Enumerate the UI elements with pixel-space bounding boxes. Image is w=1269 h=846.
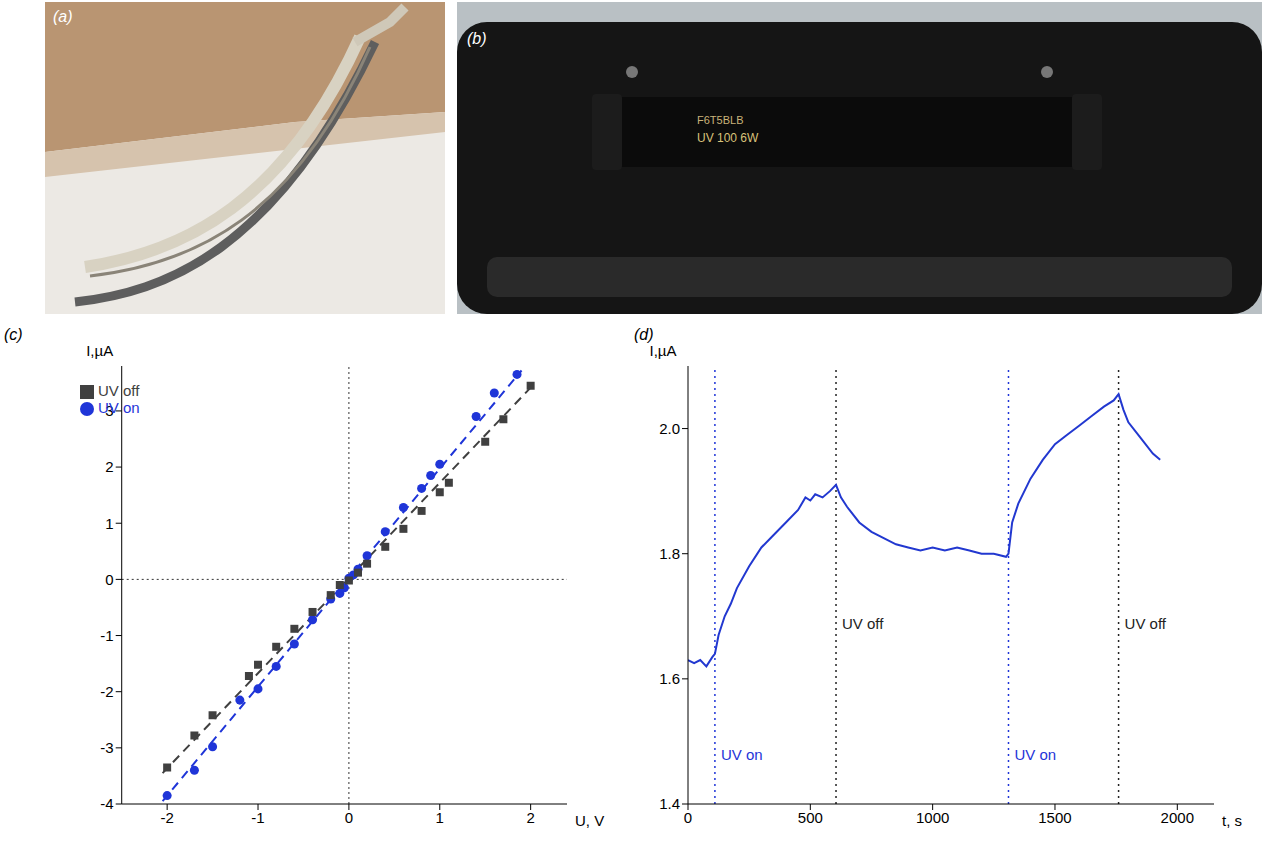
svg-text:F6T5BLB: F6T5BLB	[697, 114, 743, 126]
svg-text:UV on: UV on	[721, 746, 763, 763]
svg-text:U, V: U, V	[575, 812, 604, 829]
svg-text:UV on: UV on	[1014, 746, 1056, 763]
svg-text:-4: -4	[100, 795, 113, 812]
svg-text:1.4: 1.4	[659, 795, 680, 812]
svg-text:-2: -2	[100, 683, 113, 700]
svg-text:0: 0	[684, 809, 692, 826]
svg-text:1.6: 1.6	[659, 670, 680, 687]
svg-text:UV off: UV off	[1125, 615, 1167, 632]
svg-text:t, s: t, s	[1222, 812, 1242, 829]
svg-text:1.8: 1.8	[659, 545, 680, 562]
svg-text:1500: 1500	[1038, 809, 1071, 826]
svg-text:-3: -3	[100, 739, 113, 756]
svg-text:I,µA: I,µA	[86, 342, 113, 359]
svg-text:2.0: 2.0	[659, 420, 680, 437]
svg-text:2: 2	[105, 458, 113, 475]
svg-text:1: 1	[436, 809, 444, 826]
svg-text:UV 100 6W: UV 100 6W	[697, 131, 759, 145]
svg-text:-1: -1	[251, 809, 264, 826]
svg-text:I,µA: I,µA	[650, 342, 677, 359]
svg-text:-1: -1	[100, 627, 113, 644]
svg-text:UV off: UV off	[842, 615, 884, 632]
svg-text:2000: 2000	[1161, 809, 1194, 826]
svg-text:1000: 1000	[916, 809, 949, 826]
svg-text:500: 500	[798, 809, 823, 826]
svg-text:-2: -2	[160, 809, 173, 826]
svg-text:0: 0	[105, 571, 113, 588]
svg-text:2: 2	[526, 809, 534, 826]
svg-text:3: 3	[105, 402, 113, 419]
svg-text:0: 0	[345, 809, 353, 826]
svg-text:1: 1	[105, 515, 113, 532]
